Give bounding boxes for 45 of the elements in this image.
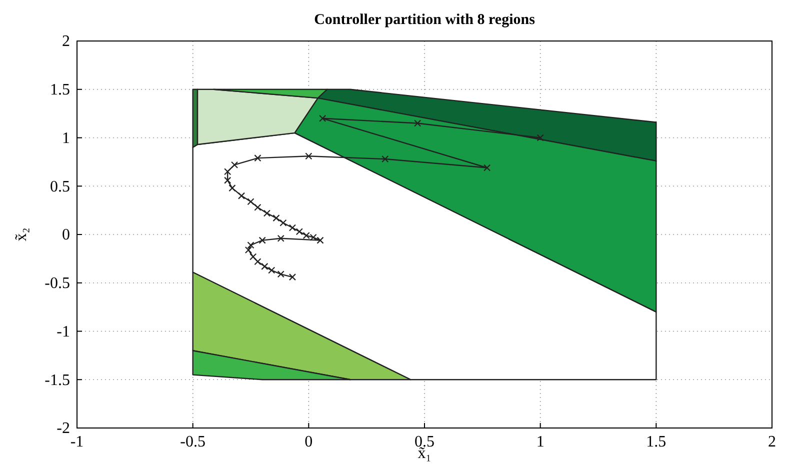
point: [244, 246, 252, 254]
y-tick-label: 2: [62, 33, 70, 50]
point: [288, 224, 296, 232]
point: [280, 219, 287, 226]
point: [258, 236, 266, 244]
point: [228, 184, 236, 192]
point: [230, 161, 238, 168]
chart-title: Controller partition with 8 regions: [314, 12, 536, 28]
y-tick-label: 0.5: [50, 178, 70, 196]
y-tick-label: -2: [56, 420, 70, 438]
y-tick-label: 1.5: [50, 81, 70, 98]
point: [254, 154, 262, 162]
point: [272, 214, 280, 222]
y-tick-label: -1: [56, 323, 70, 340]
point: [261, 262, 268, 270]
y-tick-label: -1.5: [44, 372, 70, 389]
x-tick-label: 1.5: [646, 433, 666, 450]
point: [288, 274, 296, 281]
point: [536, 134, 544, 142]
x-tick-label: 1: [536, 433, 544, 450]
y-tick-label: 1: [62, 130, 70, 147]
point: [263, 210, 271, 217]
point: [247, 198, 254, 206]
x-tick-label: 2: [768, 433, 776, 450]
y-tick-label: 0: [62, 226, 70, 244]
point: [296, 228, 303, 236]
point: [382, 155, 389, 163]
point: [238, 192, 246, 200]
point: [268, 266, 276, 274]
point: [247, 242, 254, 249]
y-tick-label: -0.5: [44, 274, 70, 292]
x-tick-label: -0.5: [180, 433, 206, 450]
x-tick-label: 0: [304, 433, 313, 450]
point: [224, 176, 232, 184]
point: [224, 168, 232, 176]
point: [414, 120, 422, 127]
point: [319, 114, 326, 122]
y-axis-title: x̃₂: [13, 228, 30, 242]
point: [254, 258, 262, 266]
point: [305, 152, 312, 160]
point: [277, 234, 284, 242]
point: [250, 253, 257, 260]
point: [277, 270, 284, 278]
point: [484, 164, 491, 172]
point: [254, 204, 262, 211]
